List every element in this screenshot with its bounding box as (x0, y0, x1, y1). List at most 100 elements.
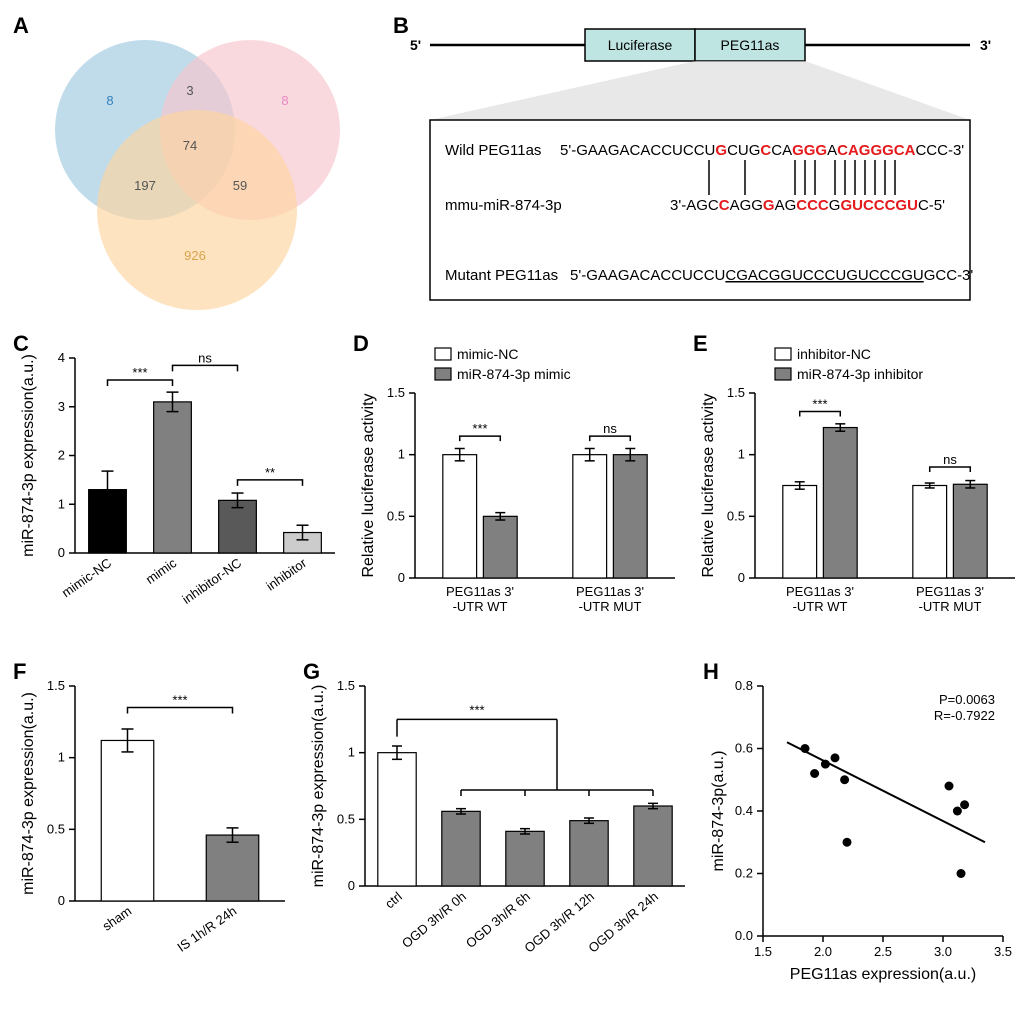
svg-text:OGD 3h/R 24h: OGD 3h/R 24h (585, 889, 661, 956)
panel-label-A: A (13, 13, 29, 39)
svg-text:OGD 3h/R 0h: OGD 3h/R 0h (399, 889, 469, 951)
svg-text:PEG11as: PEG11as (721, 37, 780, 53)
svg-text:59: 59 (233, 178, 247, 193)
svg-text:***: *** (812, 397, 827, 412)
panel-label-E: E (693, 331, 708, 357)
svg-text:3'-AGCCAGGGAGCCCGGUCCCGUC-5': 3'-AGCCAGGGAGCCCGGUCCCGUC-5' (670, 197, 945, 214)
svg-text:4: 4 (58, 350, 65, 365)
panel-label-C: C (13, 331, 29, 357)
panel-H: H 0.0 0.2 0.4 0.6 0.8 1.5 2.0 2.5 3.0 3.5 miR-874-… (705, 661, 1015, 991)
svg-text:5': 5' (410, 37, 421, 53)
svg-text:PEG11as expression(a.u.): PEG11as expression(a.u.) (790, 966, 976, 983)
svg-text:0.8: 0.8 (735, 678, 753, 693)
svg-text:**: ** (265, 465, 275, 480)
svg-text:IS 1h/R 24h: IS 1h/R 24h (174, 903, 239, 955)
svg-text:mimic: mimic (143, 555, 180, 587)
svg-text:ctrl: ctrl (382, 889, 405, 912)
svg-text:inhibitor: inhibitor (263, 555, 309, 594)
svg-text:sham: sham (100, 903, 135, 934)
svg-text:Relative luciferase activity: Relative luciferase activity (700, 393, 717, 577)
panel-E: E 0 0.5 1 1.5 Relative luciferase activity PE… (695, 333, 1020, 643)
svg-text:0.5: 0.5 (47, 821, 65, 836)
svg-text:1.5: 1.5 (387, 385, 405, 400)
svg-text:miR-874-3p expression(a.u.): miR-874-3p expression(a.u.) (20, 692, 37, 895)
svg-text:1: 1 (58, 496, 65, 511)
svg-text:***: *** (172, 693, 187, 708)
svg-text:2: 2 (58, 448, 65, 463)
svg-text:5'-GAAGACACCUCCUGCUGCCAGGGACAG: 5'-GAAGACACCUCCUGCUGCCAGGGACAGGGCACCC-3' (560, 142, 964, 159)
svg-text:1: 1 (398, 447, 405, 462)
svg-text:miR-874-3p(a.u.): miR-874-3p(a.u.) (710, 751, 727, 872)
svg-text:0: 0 (58, 545, 65, 560)
svg-text:mimic-NC: mimic-NC (457, 346, 518, 362)
svg-text:miR-874-3p expression(a.u.): miR-874-3p expression(a.u.) (20, 354, 37, 557)
svg-text:0: 0 (348, 878, 355, 893)
svg-text:3.5: 3.5 (994, 944, 1012, 959)
svg-text:0: 0 (738, 570, 745, 585)
panel-G: G 00.511.5miR-874-3p expression(a.u.)ctr… (305, 661, 695, 991)
svg-text:miR-874-3p mimic: miR-874-3p mimic (457, 366, 571, 382)
svg-text:3.0: 3.0 (934, 944, 952, 959)
panel-label-D: D (353, 331, 369, 357)
svg-text:P=0.0063: P=0.0063 (939, 692, 995, 707)
panel-label-B: B (393, 13, 409, 39)
svg-text:inhibitor-NC: inhibitor-NC (797, 346, 871, 362)
svg-text:ns: ns (943, 452, 957, 467)
svg-text:OGD 3h/R 6h: OGD 3h/R 6h (463, 889, 533, 951)
svg-text:8: 8 (281, 93, 288, 108)
svg-text:5'-GAAGACACCUCCUCGACGGUCCCUGUC: 5'-GAAGACACCUCCUCGACGGUCCCUGUCCCGUGCC-3' (570, 267, 973, 284)
svg-text:-UTR WT: -UTR WT (793, 599, 848, 614)
svg-text:Relative luciferase activity: Relative luciferase activity (360, 393, 377, 577)
svg-text:0.5: 0.5 (727, 508, 745, 523)
panel-C: C 0 1 2 3 4 miR-874-3p expression(a.u.) mimic-… (15, 333, 345, 643)
svg-text:8: 8 (106, 93, 113, 108)
svg-text:R=-0.7922: R=-0.7922 (934, 708, 995, 723)
svg-text:mmu-miR-874-3p: mmu-miR-874-3p (445, 197, 562, 214)
svg-text:1: 1 (348, 745, 355, 760)
svg-text:ns: ns (198, 350, 212, 365)
svg-text:3': 3' (980, 37, 991, 53)
svg-text:***: *** (132, 365, 147, 380)
svg-text:2.0: 2.0 (814, 944, 832, 959)
svg-text:0.6: 0.6 (735, 741, 753, 756)
svg-text:PEG11as 3': PEG11as 3' (576, 584, 644, 599)
svg-text:1: 1 (58, 750, 65, 765)
panel-A: A 8 8 3 74 197 59 926 (15, 15, 385, 315)
panel-label-H: H (703, 659, 719, 685)
svg-text:1.5: 1.5 (754, 944, 772, 959)
svg-text:0.5: 0.5 (337, 811, 355, 826)
svg-text:PEG11as 3': PEG11as 3' (446, 584, 514, 599)
svg-text:miR-874-3p inhibitor: miR-874-3p inhibitor (797, 366, 923, 382)
svg-text:3: 3 (58, 399, 65, 414)
svg-text:1.5: 1.5 (337, 678, 355, 693)
svg-text:PEG11as 3': PEG11as 3' (916, 584, 984, 599)
svg-text:***: *** (472, 421, 487, 436)
svg-text:3: 3 (186, 83, 193, 98)
panel-label-G: G (303, 659, 320, 685)
svg-text:-UTR MUT: -UTR MUT (919, 599, 982, 614)
svg-text:926: 926 (184, 248, 206, 263)
panel-F: F 0 0.5 1 1.5 miR-874-3p expression(a.u.) sha… (15, 661, 295, 991)
svg-text:-UTR MUT: -UTR MUT (579, 599, 642, 614)
svg-text:mimic-NC: mimic-NC (59, 555, 114, 600)
svg-text:ns: ns (603, 421, 617, 436)
svg-text:0.2: 0.2 (735, 866, 753, 881)
panel-label-F: F (13, 659, 26, 685)
panel-D: D 00.511.5Relative luciferase activityPE… (355, 333, 685, 643)
svg-text:0.4: 0.4 (735, 803, 753, 818)
svg-text:0.0: 0.0 (735, 928, 753, 943)
svg-text:1: 1 (738, 447, 745, 462)
svg-text:1.5: 1.5 (47, 678, 65, 693)
svg-text:-UTR WT: -UTR WT (453, 599, 508, 614)
svg-text:Wild PEG11as: Wild PEG11as (445, 142, 541, 159)
svg-text:inhibitor-NC: inhibitor-NC (179, 555, 244, 607)
svg-text:2.5: 2.5 (874, 944, 892, 959)
svg-text:197: 197 (134, 178, 156, 193)
svg-text:1.5: 1.5 (727, 385, 745, 400)
svg-text:***: *** (469, 702, 484, 717)
svg-text:Mutant PEG11as: Mutant PEG11as (445, 267, 558, 284)
svg-text:74: 74 (183, 138, 197, 153)
svg-text:PEG11as 3': PEG11as 3' (786, 584, 854, 599)
svg-text:0: 0 (58, 893, 65, 908)
panel-B: B 5'3'LuciferasePEG11asWild PEG11as5'-GA… (395, 15, 1005, 315)
